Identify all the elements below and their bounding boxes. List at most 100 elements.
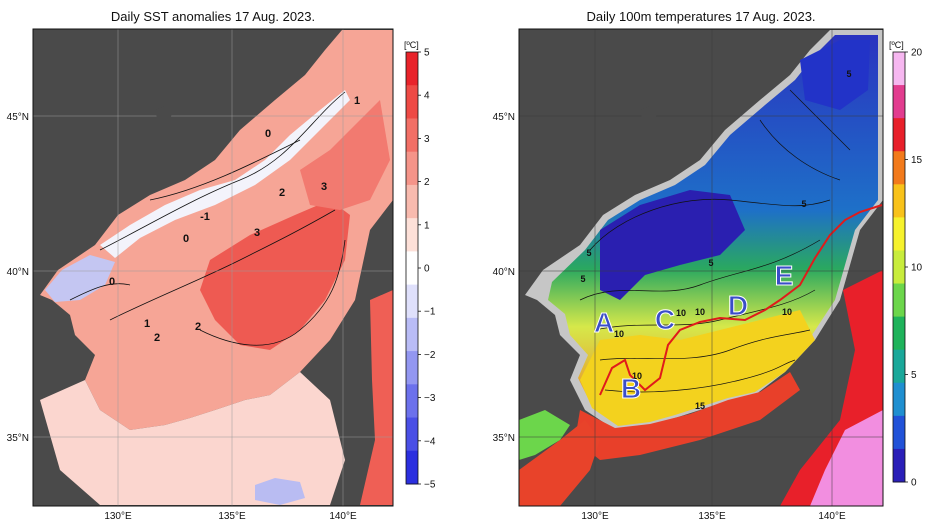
region-label-a: A <box>594 307 614 338</box>
colorbar-swatch <box>406 450 418 485</box>
region-label-d: D <box>728 290 748 321</box>
colorbar-swatch <box>406 417 418 452</box>
right-polar-front-line <box>599 204 883 396</box>
left-contour-label: 0 <box>265 128 271 140</box>
left-panel-title: Daily SST anomalies 17 Aug. 2023. <box>111 9 315 24</box>
colorbar-swatch <box>406 284 418 319</box>
colorbar-swatch <box>893 415 905 450</box>
left-contour-label: 0 <box>109 276 115 288</box>
colorbar-swatch <box>893 151 905 185</box>
right-warm-south <box>580 310 815 426</box>
left-map-frame <box>32 28 394 507</box>
right-contour-label: 5 <box>846 69 851 79</box>
right-contour-label: 10 <box>614 329 624 339</box>
right-cold-core-north <box>800 40 870 110</box>
right-contour-labels: 5 5 5 5 5 10 10 10 10 10 15 <box>580 69 851 411</box>
right-region-labels: A B C D E <box>593 260 793 405</box>
left-contour-label: 2 <box>279 187 285 199</box>
right-contour-label: 10 <box>676 308 686 318</box>
left-lon-label: 140°E <box>329 511 357 522</box>
right-lon-label: 140°E <box>818 511 846 522</box>
colorbar-tick-label: 5 <box>911 370 917 381</box>
right-contour-label: 5 <box>580 274 585 284</box>
colorbar-tick-label: −5 <box>424 480 436 491</box>
colorbar-swatch <box>893 448 905 483</box>
right-lon-labels: 130°E 135°E 140°E <box>581 511 846 522</box>
right-lon-label: 135°E <box>698 511 726 522</box>
colorbar-swatch <box>406 351 418 385</box>
colorbar-tick-label: 1 <box>424 220 430 231</box>
colorbar-swatch <box>893 382 905 417</box>
colorbar-tick-label: 3 <box>424 134 430 145</box>
colorbar-swatch <box>406 118 418 153</box>
right-contour-label: 15 <box>695 401 705 411</box>
colorbar-tick-label: 5 <box>424 48 430 59</box>
left-colorbar-ticks: 5 4 3 2 1 0 −1 −2 −3 −4 −5 <box>418 48 436 491</box>
left-contour-label: 1 <box>354 95 360 107</box>
left-contour-label: 3 <box>254 227 260 239</box>
colorbar-swatch <box>406 384 418 419</box>
right-panel: Daily 100m temperatures 17 Aug. 2023. <box>493 9 923 522</box>
right-colorbar-unit: [ºC] <box>889 40 904 50</box>
colorbar-tick-label: −4 <box>424 436 436 447</box>
left-lon-label: 135°E <box>218 511 246 522</box>
right-contour-label: 10 <box>782 307 792 317</box>
left-lon-label: 130°E <box>104 511 132 522</box>
right-cold-core-west <box>600 190 745 300</box>
region-label-c: C <box>655 304 675 335</box>
left-panel: Daily SST anomalies 17 Aug. 2023. <box>7 9 436 522</box>
left-sea-cold-coast <box>45 255 115 302</box>
left-sea-warm-core <box>200 200 350 350</box>
left-lat-label: 40°N <box>7 267 29 278</box>
colorbar-tick-label: 15 <box>911 155 923 166</box>
left-sea-warm-north <box>300 100 390 210</box>
right-ecs-warm <box>519 420 600 506</box>
right-pacific-kuroshio <box>810 410 883 506</box>
right-gridlines <box>519 29 883 506</box>
colorbar-swatch <box>893 316 905 351</box>
colorbar-swatch <box>406 85 418 119</box>
left-colorbar-unit: [ºC] <box>404 40 419 50</box>
colorbar-swatch <box>893 85 905 119</box>
colorbar-tick-label: 20 <box>911 48 923 59</box>
left-contour-label: 1 <box>144 318 150 330</box>
right-colorbar-swatches <box>893 52 905 483</box>
colorbar-swatch <box>893 184 905 218</box>
left-island-rebun <box>155 106 172 124</box>
left-lat-labels: 45°N 40°N 35°N <box>7 112 29 444</box>
left-sea-cool-band <box>100 90 350 258</box>
colorbar-tick-label: 2 <box>424 177 430 188</box>
colorbar-tick-label: −3 <box>424 393 436 404</box>
right-lat-labels: 45°N 40°N 35°N <box>493 112 515 444</box>
left-contour-labels: 1 0 2 3 -1 0 3 0 1 2 2 <box>109 95 360 344</box>
left-pacific-warm <box>360 290 393 505</box>
left-lon-labels: 130°E 135°E 140°E <box>104 511 357 522</box>
colorbar-tick-label: 4 <box>424 91 430 102</box>
colorbar-swatch <box>406 218 418 252</box>
left-colorbar: [ºC] 5 4 3 2 1 0 −1 −2 −3 −4 −5 <box>404 40 436 491</box>
colorbar-swatch <box>893 118 905 152</box>
right-yellow-sea <box>519 410 570 460</box>
colorbar-swatch <box>893 283 905 318</box>
left-map: 1 0 2 3 -1 0 3 0 1 2 2 <box>33 29 393 506</box>
colorbar-swatch <box>893 52 905 86</box>
left-contour-label: 0 <box>183 233 189 245</box>
left-contour-label: 2 <box>195 321 201 333</box>
colorbar-tick-label: −1 <box>424 307 436 318</box>
colorbar-swatch <box>406 52 418 86</box>
left-sea-south <box>40 372 345 505</box>
left-colorbar-swatches <box>406 52 418 485</box>
right-contour-label: 5 <box>586 248 591 258</box>
right-contour-label: 5 <box>801 199 806 209</box>
right-contour-label: 10 <box>695 307 705 317</box>
right-contour-label: 5 <box>708 258 713 268</box>
colorbar-tick-label: −2 <box>424 350 436 361</box>
colorbar-swatch <box>406 151 418 186</box>
left-pacific-cool <box>255 478 305 505</box>
left-contour-label: -1 <box>200 211 210 223</box>
left-contour-label: 3 <box>321 181 327 193</box>
right-lat-label: 40°N <box>493 267 515 278</box>
colorbar-swatch <box>893 349 905 384</box>
